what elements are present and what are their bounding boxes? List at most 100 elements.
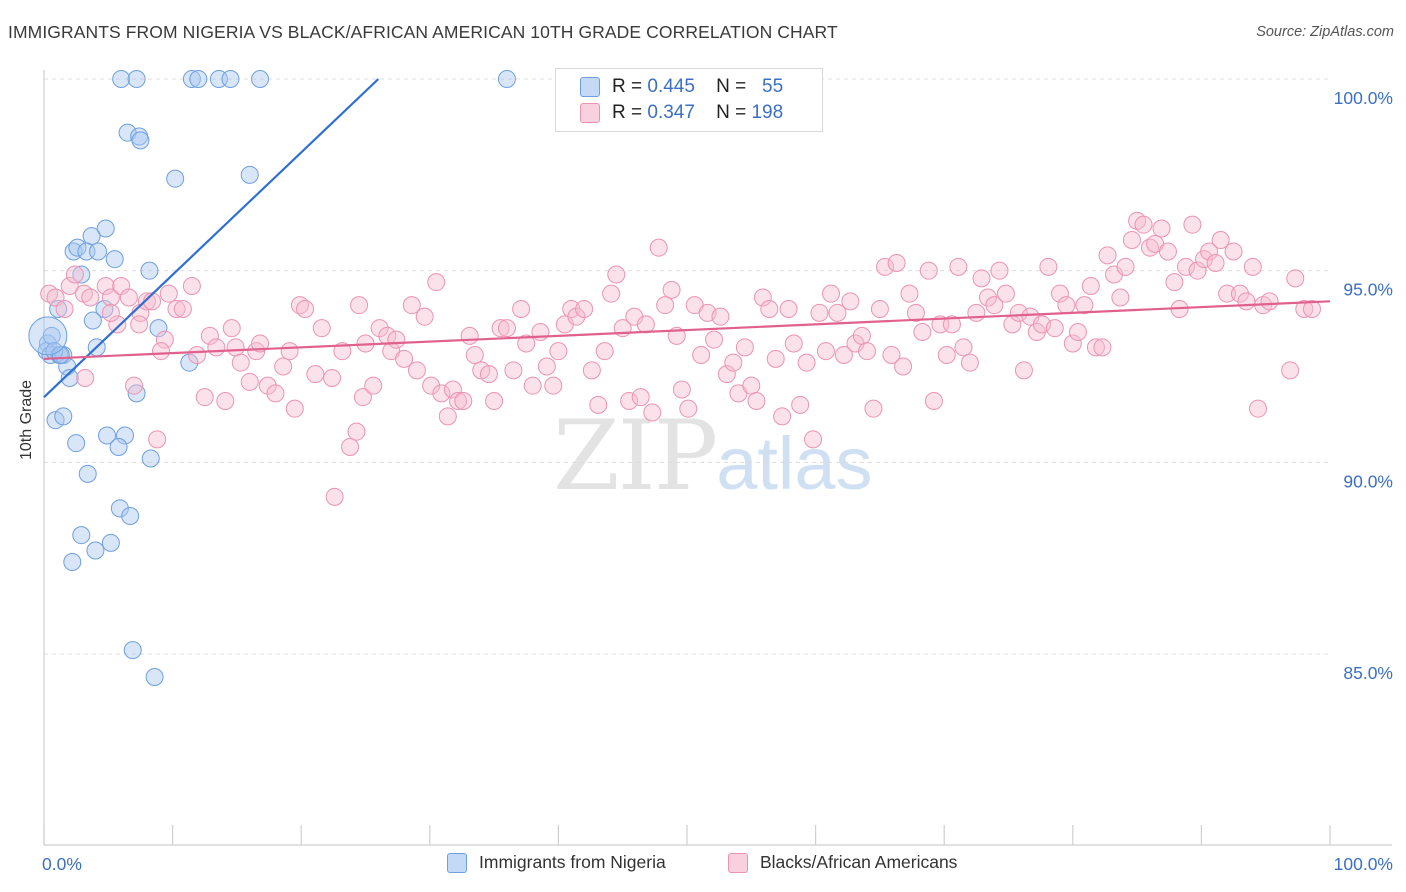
point-black xyxy=(200,326,219,345)
point-black xyxy=(753,288,772,307)
point-black xyxy=(960,353,979,372)
point-black xyxy=(1063,334,1082,353)
point-black xyxy=(1248,399,1267,418)
point-black xyxy=(620,392,639,410)
point-black xyxy=(967,303,986,322)
point-black xyxy=(222,319,241,338)
point-black xyxy=(894,357,913,376)
point-black xyxy=(919,261,938,280)
point-black xyxy=(422,376,441,395)
point-black xyxy=(607,265,626,284)
point-black xyxy=(1295,300,1314,318)
point-black xyxy=(173,300,192,318)
point-black xyxy=(167,300,186,318)
point-nigeria xyxy=(78,464,97,483)
point-black xyxy=(333,342,352,361)
point-nigeria xyxy=(221,70,240,88)
stats-r-label: R = xyxy=(612,76,643,97)
point-nigeria xyxy=(240,165,259,184)
point-black xyxy=(766,349,785,368)
point-black xyxy=(491,319,510,338)
point-black xyxy=(306,365,325,384)
point-black xyxy=(159,284,178,303)
point-nigeria xyxy=(110,499,129,518)
point-black xyxy=(870,300,889,318)
point-nigeria xyxy=(89,242,108,261)
legend-item-black[interactable]: Blacks/African Americans xyxy=(728,852,957,873)
point-black xyxy=(858,342,877,361)
point-black xyxy=(735,338,754,357)
point-black xyxy=(937,346,956,364)
point-nigeria xyxy=(72,526,91,545)
trendline-nigeria xyxy=(43,78,380,398)
point-nigeria xyxy=(180,353,199,372)
point-nigeria xyxy=(497,70,516,88)
legend-item-nigeria[interactable]: Immigrants from Nigeria xyxy=(447,852,666,873)
point-black xyxy=(353,388,372,407)
point-black xyxy=(325,487,344,506)
point-black xyxy=(996,284,1015,303)
point-black xyxy=(504,361,523,380)
point-black xyxy=(949,257,968,276)
point-nigeria xyxy=(166,169,185,188)
point-nigeria xyxy=(86,541,105,560)
point-black xyxy=(1111,288,1130,307)
point-black xyxy=(231,353,250,372)
point-black xyxy=(972,269,991,288)
point-black xyxy=(226,338,245,357)
point-black xyxy=(395,349,414,368)
point-nigeria xyxy=(82,227,101,246)
point-black xyxy=(1098,246,1117,265)
point-black xyxy=(1039,257,1058,276)
point-black xyxy=(415,307,434,326)
point-black xyxy=(485,392,504,410)
point-black xyxy=(834,346,853,364)
point-nigeria xyxy=(63,553,82,571)
stats-legend: R = 0.445 N = 55 R = 0.347 N = 198 xyxy=(555,68,823,132)
point-black xyxy=(1211,231,1230,249)
point-nigeria xyxy=(131,131,150,150)
stats-n-value: 55 xyxy=(762,76,784,97)
point-black xyxy=(900,284,919,303)
point-nigeria xyxy=(123,641,142,660)
stats-r-value: 0.445 xyxy=(647,76,695,97)
point-black xyxy=(1224,242,1243,261)
point-black xyxy=(779,300,798,318)
point-black xyxy=(130,315,149,334)
stats-r-label: R = xyxy=(612,102,643,123)
point-black xyxy=(692,346,711,364)
point-black xyxy=(747,392,766,410)
point-black xyxy=(636,315,655,334)
point-nigeria xyxy=(68,238,87,257)
trendline-black xyxy=(43,300,1331,360)
point-black xyxy=(773,407,792,426)
point-black xyxy=(656,296,675,315)
point-black xyxy=(1009,303,1028,322)
point-black xyxy=(582,361,601,380)
point-black xyxy=(537,357,556,376)
point-black xyxy=(387,330,406,349)
point-black xyxy=(125,376,144,395)
point-nigeria xyxy=(121,507,140,525)
point-black xyxy=(460,326,479,345)
point-black xyxy=(350,296,369,315)
point-black xyxy=(60,277,79,295)
point-black xyxy=(1218,284,1237,303)
point-black xyxy=(985,296,1004,315)
point-black xyxy=(296,300,315,318)
point-black xyxy=(662,280,681,299)
point-black xyxy=(589,395,608,414)
point-black xyxy=(882,346,901,364)
point-black xyxy=(810,303,829,322)
point-black xyxy=(913,323,932,341)
point-black xyxy=(595,342,614,361)
point-black xyxy=(55,300,74,318)
watermark-atlas: atlas xyxy=(716,422,873,505)
point-black xyxy=(1302,300,1321,318)
point-black xyxy=(1176,257,1195,276)
point-black xyxy=(266,384,285,403)
point-black xyxy=(454,392,473,410)
point-black xyxy=(517,334,536,353)
point-black xyxy=(602,284,621,303)
